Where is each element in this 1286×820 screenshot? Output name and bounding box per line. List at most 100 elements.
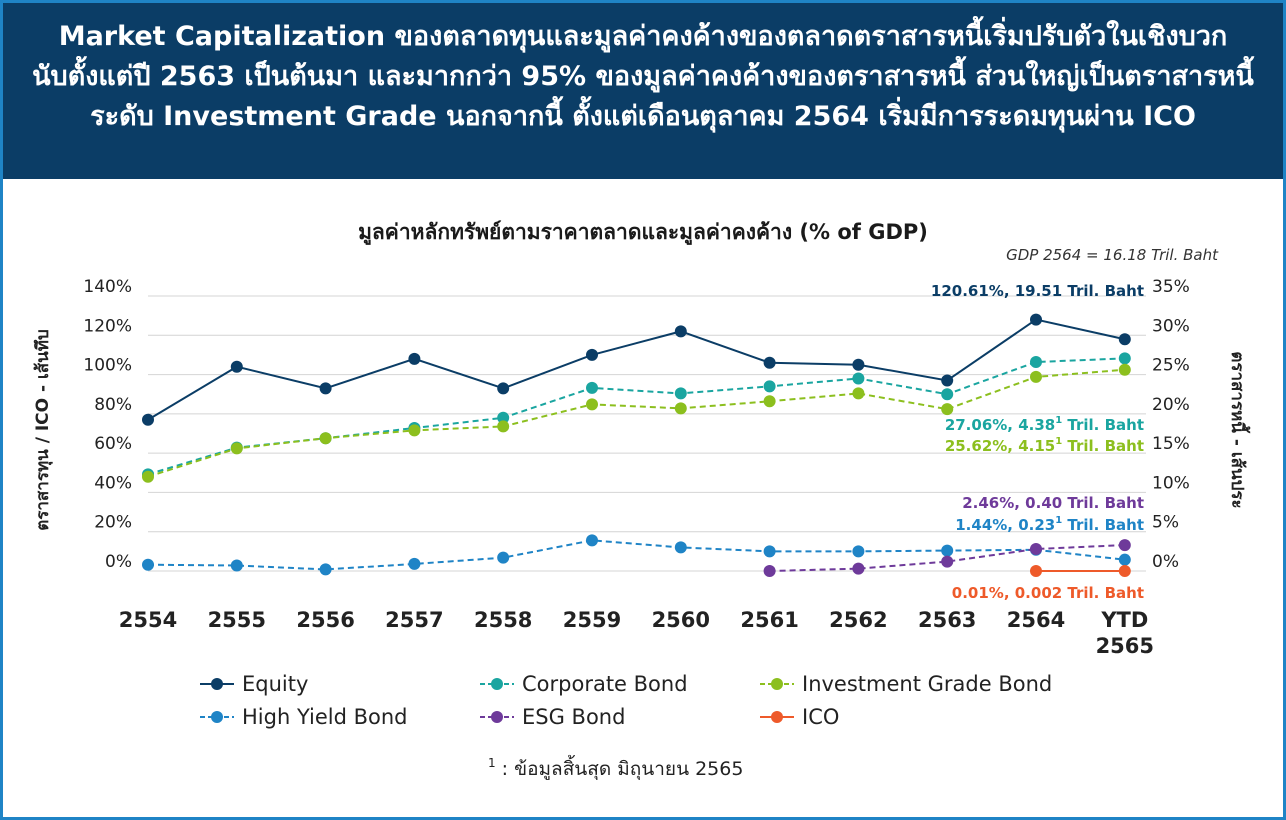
header-line-2: นับตั้งแต่ปี 2563 เป็นต้นมา และมากกว่า 9… bbox=[32, 61, 1254, 92]
high-yield-bond-point bbox=[319, 563, 332, 576]
left-tick-label: 40% bbox=[94, 473, 132, 493]
header-banner: Market Capitalization ของตลาดทุนและมูลค่… bbox=[3, 3, 1283, 179]
investment-grade-bond-point bbox=[497, 420, 510, 433]
legend-label-high-yield-bond: High Yield Bond bbox=[242, 705, 408, 729]
high-yield-bond-point bbox=[408, 557, 421, 570]
equity-point bbox=[497, 382, 510, 395]
data-annotation: 0.01%, 0.002 Tril. Baht bbox=[952, 584, 1144, 602]
investment-grade-bond-point bbox=[586, 398, 598, 411]
esg-bond-point bbox=[763, 565, 776, 577]
left-tick-label: 80% bbox=[94, 395, 132, 415]
equity-point bbox=[142, 413, 154, 426]
equity-point bbox=[852, 358, 865, 371]
x-tick-label: 2564 bbox=[1007, 608, 1065, 632]
investment-grade-bond-point bbox=[142, 470, 154, 483]
x-tick-label: 2563 bbox=[918, 608, 976, 632]
investment-grade-bond-point bbox=[1030, 370, 1042, 383]
x-tick-label: 2559 bbox=[563, 608, 621, 632]
investment-grade-bond-point bbox=[941, 403, 954, 416]
investment-grade-bond-point bbox=[319, 432, 332, 445]
footnote: 1 : ข้อมูลสิ้นสุด มิถุนายน 2565 bbox=[488, 755, 743, 781]
ico-point bbox=[1118, 564, 1131, 577]
right-tick-label: 15% bbox=[1152, 434, 1190, 454]
right-tick-label: 25% bbox=[1152, 356, 1190, 376]
corporate-bond-point bbox=[674, 387, 687, 400]
investment-grade-bond-line bbox=[147, 368, 1125, 478]
x-tick-label: 2557 bbox=[385, 608, 443, 632]
x-tick-label: 2558 bbox=[474, 608, 532, 632]
equity-point bbox=[586, 348, 598, 361]
left-tick-label: 140% bbox=[83, 277, 132, 297]
high-yield-bond-line bbox=[147, 539, 1125, 571]
x-tick-label: 2556 bbox=[296, 608, 354, 632]
legend-swatch-marker bbox=[211, 678, 223, 690]
equity-point bbox=[674, 325, 687, 338]
x-tick-label: 2554 bbox=[119, 608, 177, 632]
high-yield-bond-point bbox=[763, 545, 776, 558]
equity-point bbox=[319, 382, 332, 395]
corporate-bond-point bbox=[852, 372, 865, 385]
high-yield-bond-point bbox=[142, 558, 154, 571]
investment-grade-bond-point bbox=[852, 387, 865, 400]
legend-swatch-marker bbox=[771, 678, 783, 690]
legend-swatch-marker bbox=[491, 678, 503, 690]
equity-point bbox=[1030, 313, 1042, 326]
x-tick-label: 2561 bbox=[740, 608, 798, 632]
data-annotation: 27.06%, 4.381 Tril. Baht bbox=[945, 415, 1144, 434]
right-tick-label: 20% bbox=[1152, 395, 1190, 415]
corporate-bond-point bbox=[586, 381, 598, 394]
legend-label-esg-bond: ESG Bond bbox=[522, 705, 625, 729]
high-yield-bond-point bbox=[674, 541, 687, 554]
esg-bond-point bbox=[941, 555, 954, 568]
esg-bond-point bbox=[852, 562, 865, 575]
high-yield-bond-point bbox=[230, 559, 243, 572]
high-yield-bond-point bbox=[497, 551, 510, 564]
equity-point bbox=[230, 360, 243, 373]
left-tick-label: 0% bbox=[105, 552, 132, 572]
legend-label-ico: ICO bbox=[802, 705, 839, 729]
left-tick-label: 100% bbox=[83, 356, 132, 376]
x-tick-label: YTD 2565 bbox=[1096, 608, 1154, 658]
investment-grade-bond-point bbox=[1118, 363, 1131, 376]
equity-line bbox=[147, 318, 1126, 421]
data-annotation: 2.46%, 0.40 Tril. Baht bbox=[962, 494, 1144, 512]
equity-point bbox=[941, 374, 954, 387]
corporate-bond-point bbox=[763, 380, 776, 393]
right-tick-label: 0% bbox=[1152, 552, 1179, 572]
data-annotation: 1.44%, 0.231 Tril. Baht bbox=[955, 515, 1144, 534]
high-yield-bond-point bbox=[1118, 553, 1131, 566]
legend-label-corporate-bond: Corporate Bond bbox=[522, 672, 688, 696]
legend-label-investment-grade-bond: Investment Grade Bond bbox=[802, 672, 1052, 696]
investment-grade-bond-point bbox=[230, 442, 243, 455]
legend-swatch-marker bbox=[211, 711, 223, 723]
corporate-bond-point bbox=[1030, 356, 1042, 368]
high-yield-bond-point bbox=[852, 545, 865, 558]
corporate-bond-point bbox=[941, 388, 954, 401]
left-axis-label: ตราสารทุน / ICO - เส้นทึบ bbox=[33, 329, 53, 531]
ico-point bbox=[1030, 564, 1042, 577]
data-annotation: 25.62%, 4.151 Tril. Baht bbox=[945, 436, 1144, 455]
equity-point bbox=[408, 352, 421, 365]
x-tick-label: 2562 bbox=[829, 608, 887, 632]
right-tick-label: 30% bbox=[1152, 316, 1190, 336]
right-tick-label: 5% bbox=[1152, 513, 1179, 533]
legend-swatch-marker bbox=[491, 711, 503, 723]
corporate-bond-point bbox=[497, 411, 510, 424]
left-tick-label: 20% bbox=[94, 513, 132, 533]
esg-bond-point bbox=[1118, 539, 1131, 552]
right-tick-label: 35% bbox=[1152, 277, 1190, 297]
header-line-3: ระดับ Investment Grade นอกจากนี้ ตั้งแต่… bbox=[90, 101, 1196, 132]
x-tick-label: 2560 bbox=[652, 608, 710, 632]
right-axis-label: ตราสารหนี้ - เส้นประ bbox=[1227, 351, 1251, 508]
header-line-1: Market Capitalization ของตลาดทุนและมูลค่… bbox=[58, 21, 1228, 52]
data-annotation: 120.61%, 19.51 Tril. Baht bbox=[931, 282, 1144, 300]
investment-grade-bond-point bbox=[674, 402, 687, 415]
corporate-bond-point bbox=[1118, 352, 1131, 365]
chart-title: มูลค่าหลักทรัพย์ตามราคาตลาดและมูลค่าคงค้… bbox=[358, 220, 928, 246]
legend-swatch-marker bbox=[771, 711, 783, 723]
left-tick-label: 60% bbox=[94, 434, 132, 454]
equity-point bbox=[1118, 333, 1131, 346]
investment-grade-bond-point bbox=[763, 395, 776, 408]
investment-grade-bond-point bbox=[408, 424, 421, 437]
